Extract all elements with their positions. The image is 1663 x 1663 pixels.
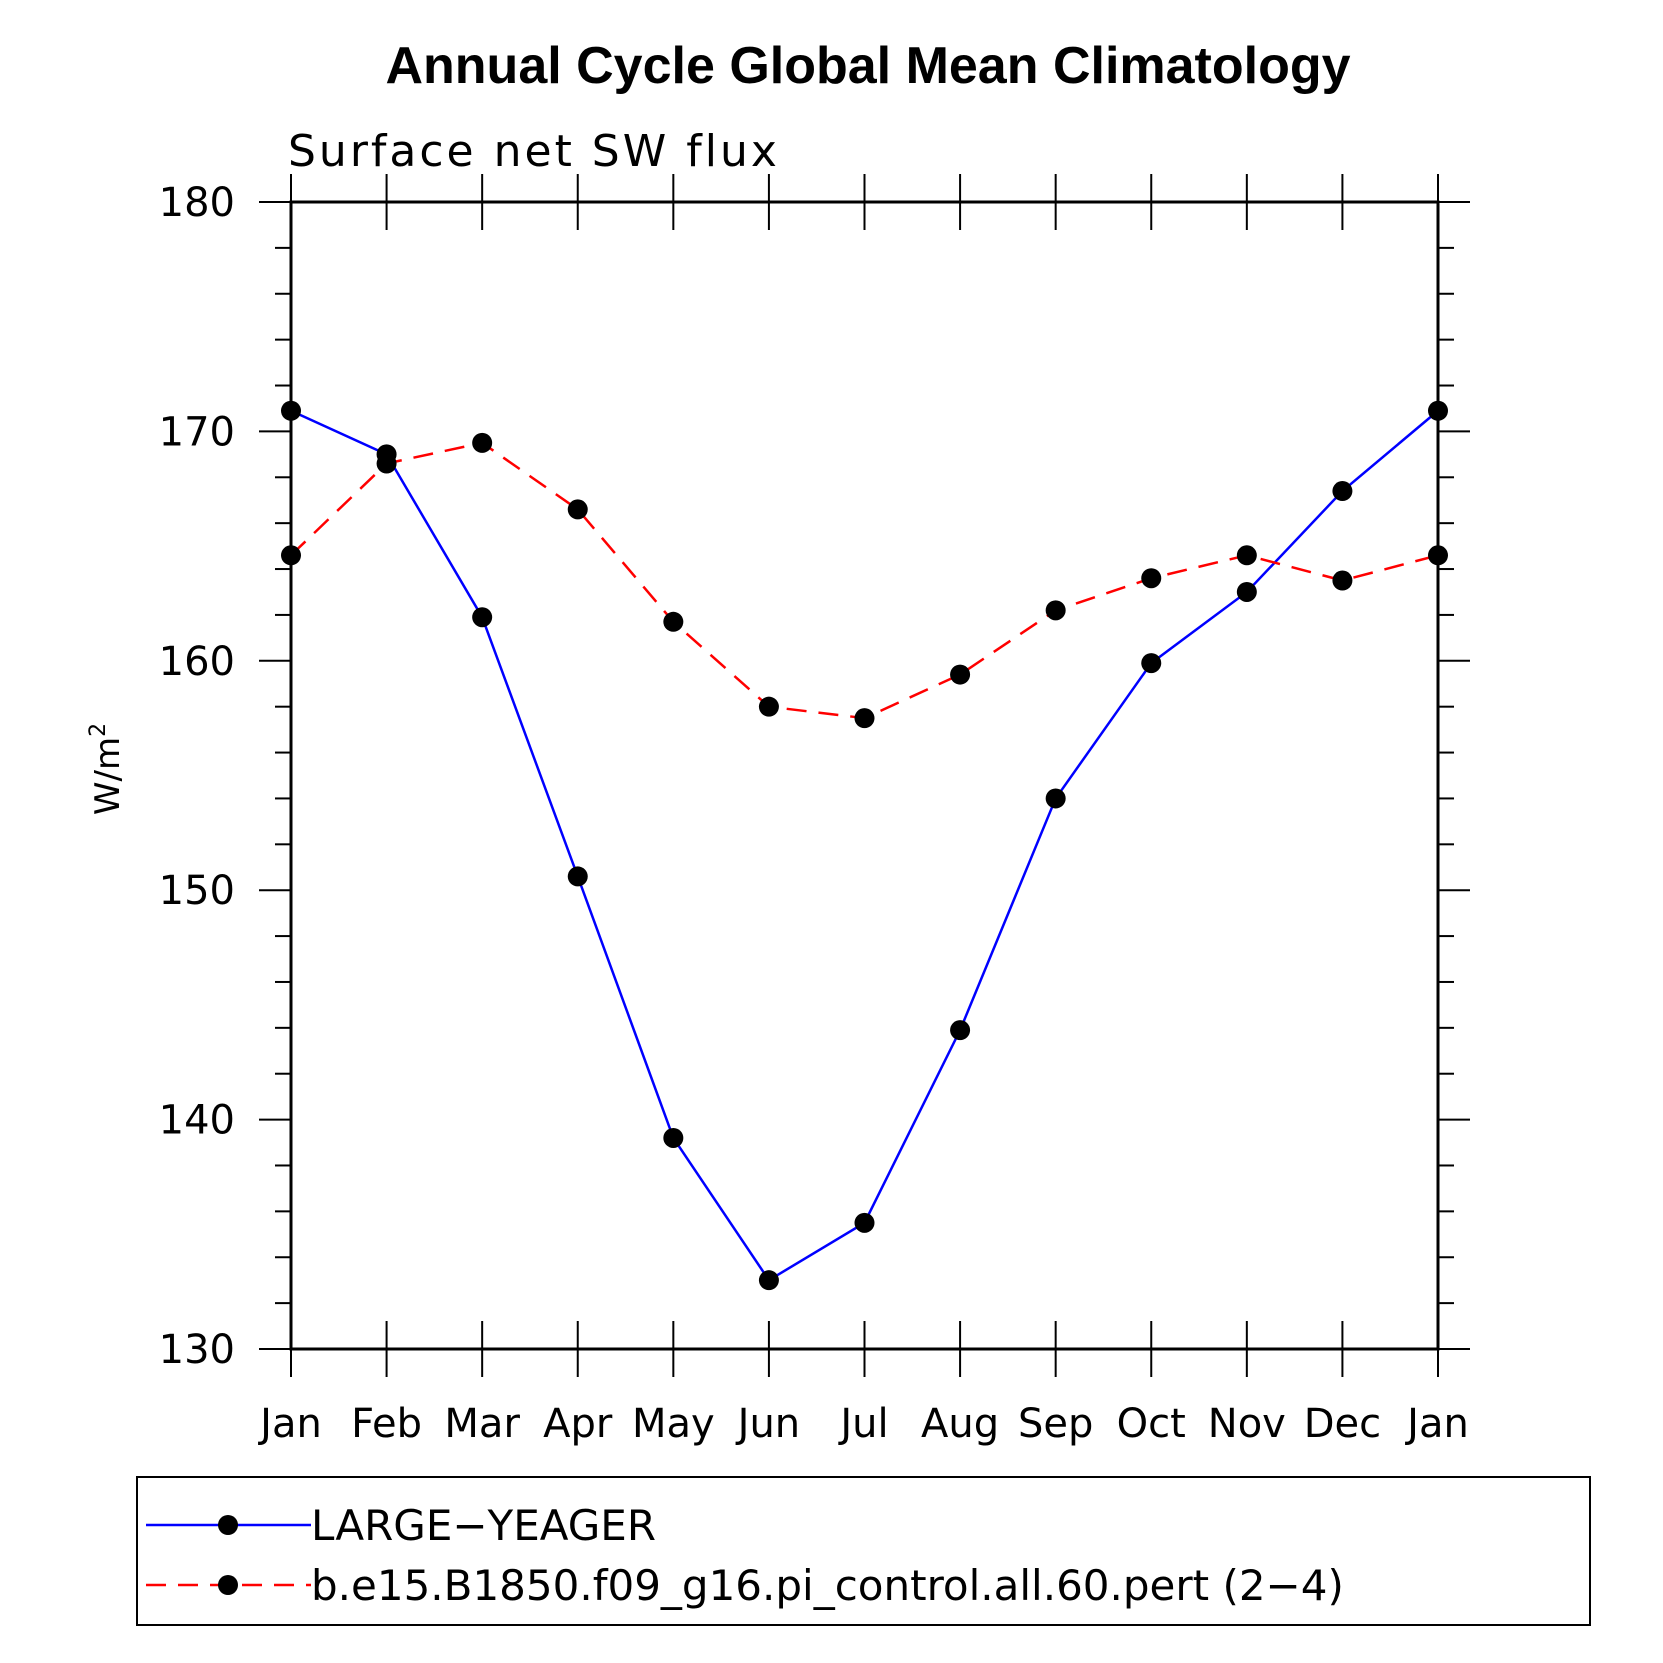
x-tick-label: Nov: [1208, 1401, 1286, 1447]
series-1-point: [1332, 481, 1353, 502]
chart-title: Annual Cycle Global Mean Climatology: [385, 37, 1350, 95]
x-tick-label: Feb: [351, 1401, 422, 1447]
series-1-point: [1045, 788, 1066, 809]
series-2-point: [1045, 600, 1066, 621]
series-1-point: [1428, 400, 1448, 421]
x-tick-label: Sep: [1018, 1401, 1093, 1447]
x-tick-label: Mar: [444, 1401, 520, 1447]
chart-subtitle: Surface net SW flux: [288, 126, 780, 177]
plot-axes: 130 140 150 160 170 180 Jan Feb Mar Apr May Jun Jul A…: [159, 174, 1470, 1447]
series-2-point: [854, 708, 875, 729]
x-tick-label: Oct: [1117, 1401, 1186, 1447]
y-tick-label: 180: [159, 180, 235, 226]
legend-marker-1: [218, 1515, 238, 1535]
x-tick-label: Jun: [735, 1401, 801, 1447]
series-1-point: [1141, 653, 1162, 674]
series-2-point: [376, 453, 397, 474]
plot-frame: [289, 200, 1440, 1351]
y-tick-label: 170: [159, 409, 235, 455]
series-layer: [281, 400, 1448, 1291]
y-tick-label: 160: [159, 639, 235, 685]
x-tick-label: Jan: [1404, 1401, 1469, 1447]
series-2-point: [663, 611, 684, 632]
legend: LARGE−YEAGER b.e15.B1850.f09_g16.pi_contr…: [136, 1476, 1591, 1626]
series-2-point: [1236, 545, 1257, 566]
legend-label-1: LARGE−YEAGER: [311, 1501, 656, 1550]
x-tick-label: Dec: [1304, 1401, 1381, 1447]
series-2-point: [1428, 545, 1448, 566]
series-1-point: [950, 1020, 971, 1041]
x-tick-label: Jul: [837, 1401, 888, 1447]
x-tick-label: Jan: [257, 1401, 322, 1447]
series-1-point: [854, 1212, 875, 1233]
y-tick-label: 140: [159, 1098, 235, 1144]
series-2-point: [1332, 570, 1353, 591]
series-2-point: [472, 432, 493, 453]
y-tick-label: 130: [159, 1327, 235, 1373]
y-axis-label-superscript: 2: [86, 723, 111, 737]
series-1-point: [567, 866, 588, 887]
series-1-point: [1236, 581, 1257, 602]
y-axis-label-text: W/m: [88, 737, 128, 815]
series-1-point: [758, 1270, 779, 1291]
y-tick-label: 150: [159, 868, 235, 914]
series-1-point: [663, 1127, 684, 1148]
y-axis-label: W/m2: [86, 723, 128, 815]
series-2-point: [1141, 568, 1162, 589]
series-2-point: [281, 545, 301, 566]
series-1-point: [281, 400, 301, 421]
legend-marker-2: [218, 1575, 238, 1595]
series-2-point: [950, 664, 971, 685]
series-1-point: [472, 607, 493, 628]
svg-text:W/m2: W/m2: [86, 723, 128, 815]
series-2-point: [567, 499, 588, 520]
x-tick-label: Apr: [543, 1401, 613, 1447]
legend-box: [136, 1476, 1591, 1626]
series-1: [281, 400, 1448, 1291]
legend-label-2: b.e15.B1850.f09_g16.pi_control.all.60.pe…: [311, 1561, 1344, 1610]
x-tick-label: Aug: [921, 1401, 999, 1447]
series-2-line: [290, 441, 1439, 720]
series-2-point: [758, 696, 779, 717]
series-1-line: [290, 409, 1439, 1282]
series-2: [281, 432, 1448, 729]
x-tick-label: May: [632, 1401, 715, 1447]
